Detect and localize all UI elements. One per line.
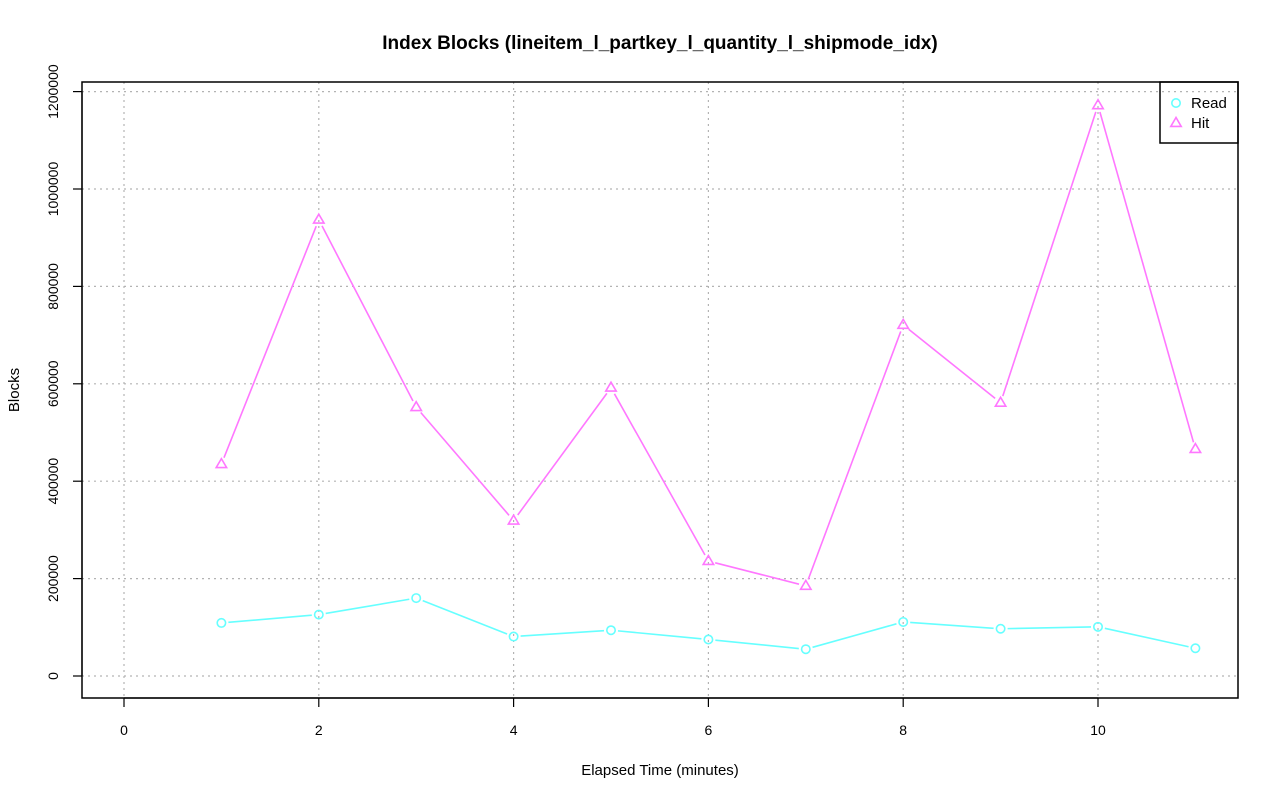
legend-marker-hit: [1169, 115, 1183, 128]
series-read-point: [411, 593, 422, 604]
grid: [82, 82, 1238, 698]
series-read-segment: [520, 629, 605, 637]
series-hit-segment: [1099, 111, 1195, 443]
series-hit-segment: [613, 393, 706, 556]
x-axis-label: Elapsed Time (minutes): [581, 762, 739, 779]
series-read-point: [1190, 643, 1201, 654]
series-read-point: [800, 644, 811, 655]
series-read-segment: [1007, 626, 1092, 630]
series-hit: [214, 98, 1203, 591]
series-read-segment: [325, 598, 410, 615]
legend-box: [1159, 81, 1239, 144]
series-read-point: [898, 616, 909, 627]
series-hit-point: [701, 553, 716, 566]
legend: Read Hit: [1159, 81, 1239, 144]
y-tick-label: 0: [45, 672, 61, 680]
y-tick-label: 1200000: [45, 64, 61, 119]
series-hit-segment: [908, 328, 996, 400]
series-read-segment: [617, 630, 702, 640]
series-hit-point: [409, 400, 423, 412]
y-axis: 0 200000 400000 600000 800000 1000000 1200000: [45, 64, 83, 680]
series-hit-point: [896, 317, 910, 330]
y-axis-label: Blocks: [6, 368, 23, 412]
y-tick-label: 600000: [45, 360, 61, 407]
y-tick-label: 800000: [45, 263, 61, 310]
x-axis: 0 2 4 6 8 10: [120, 697, 1106, 738]
series-read-segment: [422, 599, 508, 635]
series-hit-segment: [714, 562, 800, 585]
x-tick-label: 8: [899, 722, 907, 738]
series-hit-segment: [1002, 111, 1097, 397]
series-hit-point: [799, 578, 813, 591]
x-tick-label: 4: [510, 722, 518, 738]
x-tick-label: 0: [120, 722, 128, 738]
series-read-segment: [910, 621, 994, 630]
y-tick-label: 400000: [45, 458, 61, 505]
series-hit-point: [604, 380, 618, 392]
series-read-segment: [228, 614, 312, 624]
y-tick-label: 1000000: [45, 162, 61, 217]
legend-marker-read: [1171, 98, 1182, 109]
series-hit-segment: [321, 225, 414, 402]
series-read-point: [605, 625, 616, 636]
series-layer: [214, 98, 1203, 655]
plot-area: [81, 81, 1239, 699]
series-read-point: [508, 631, 519, 642]
legend-item-read: Read: [1171, 95, 1227, 112]
series-hit-point: [312, 212, 326, 224]
series-hit-segment: [420, 411, 510, 516]
series-read-point: [216, 617, 227, 628]
series-hit-point: [1188, 441, 1203, 454]
series-read-segment: [812, 623, 897, 649]
series-hit-segment: [807, 331, 902, 580]
series-read-point: [703, 634, 714, 645]
series-hit-point: [506, 513, 521, 525]
series-hit-segment: [517, 392, 608, 516]
series-hit-point: [1091, 98, 1105, 110]
series-read-point: [313, 609, 324, 620]
series-read-segment: [715, 639, 799, 650]
x-tick-label: 2: [315, 722, 323, 738]
x-tick-label: 10: [1090, 722, 1106, 738]
series-hit-segment: [223, 225, 317, 458]
legend-item-hit: Hit: [1169, 115, 1210, 132]
series-read-point: [1093, 621, 1104, 632]
series-hit-point: [993, 395, 1008, 408]
series-hit-point: [214, 457, 229, 469]
series-read: [216, 593, 1201, 655]
series-read-segment: [1104, 627, 1189, 648]
y-tick-label: 200000: [45, 555, 61, 602]
series-read-point: [995, 623, 1006, 634]
x-tick-label: 6: [705, 722, 713, 738]
legend-label-read: Read: [1191, 95, 1227, 112]
chart-title: Index Blocks (lineitem_l_partkey_l_quant…: [382, 33, 937, 54]
legend-label-hit: Hit: [1191, 115, 1210, 132]
